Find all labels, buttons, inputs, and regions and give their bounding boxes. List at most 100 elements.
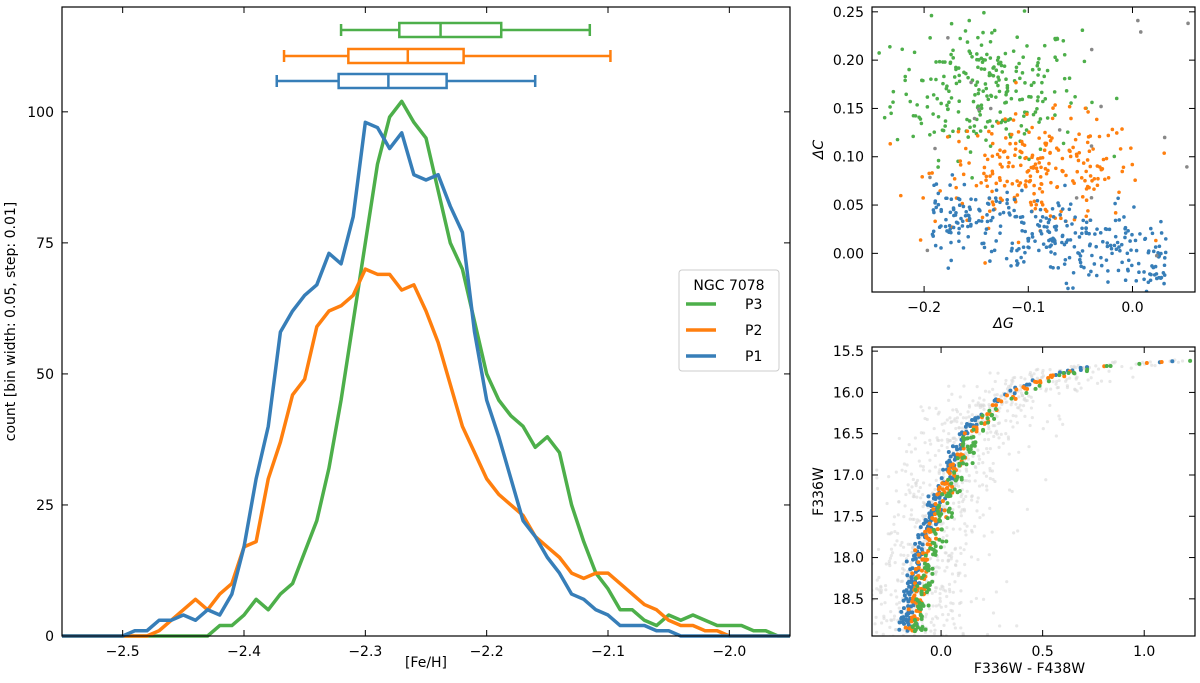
chromosome-map-point-p1: [1092, 262, 1097, 266]
chromosome-map-point-p3: [941, 60, 945, 64]
chromosome-map-point-p1: [1080, 249, 1085, 253]
chromosome-map-point-p3: [951, 129, 955, 134]
cmd-point-p1: [1008, 388, 1013, 393]
chromosome-map-point-p3: [988, 144, 993, 148]
legend: NGC 7078 P3 P2 P1: [678, 269, 780, 372]
cmd-point-field: [984, 484, 989, 488]
chromosome-map-point-p3: [1032, 80, 1036, 85]
cmd-point-field: [1011, 379, 1015, 383]
cmd-point-field: [976, 401, 980, 405]
chromosome-map-point-p3: [1017, 97, 1022, 102]
cmd-point-field: [940, 584, 944, 588]
cmd-point-field: [947, 431, 951, 436]
cmd-point-field: [1018, 403, 1022, 407]
chromosome-map-point-p3: [1014, 69, 1019, 74]
cmd-point-p3: [930, 579, 935, 584]
chromosome-map-point-p2: [1050, 116, 1055, 121]
cmd-point-field: [991, 461, 995, 466]
cmd-point-p2: [930, 516, 935, 521]
boxplot-p1: [275, 72, 537, 90]
cmd-point-field: [1030, 415, 1034, 420]
cmd-point-field: [912, 495, 916, 499]
cmd-point-field: [954, 563, 958, 568]
cmd-point-field: [1014, 414, 1018, 418]
cmd-point-p3: [1057, 373, 1062, 378]
cmd-point-field: [959, 600, 963, 605]
cmd-point-field: [945, 525, 949, 530]
chromosome-map-point-p1: [966, 213, 970, 218]
cmd-point-field: [883, 584, 888, 588]
chromosome-map-point-p2: [1110, 127, 1115, 132]
cmd-point-field: [1011, 425, 1015, 429]
cmd-point-p3: [970, 461, 975, 466]
cmd-point-field: [1029, 395, 1033, 399]
chromosome-map-point-p3: [1053, 36, 1057, 41]
cmd-point-p3: [930, 540, 935, 545]
cmd-point-p2: [909, 619, 914, 624]
chromosome-map-point-p2: [1043, 130, 1047, 135]
chromosome-map-point-p2: [996, 121, 1001, 125]
chromosome-map-point-p2: [1087, 149, 1092, 154]
cmd-point-field: [953, 546, 958, 550]
cmd-point-field: [959, 551, 963, 556]
chromosome-map-point-p2: [1087, 185, 1091, 190]
chromosome-map-point-p2: [930, 171, 934, 175]
chromosome-map-point-p3: [1035, 98, 1040, 103]
chromosome-map-point-p1: [1009, 264, 1013, 268]
chromosome-map-point-p2: [1038, 175, 1043, 179]
cmd-point-p2: [934, 536, 939, 541]
cmd-point-field: [952, 419, 956, 423]
chromosome-map-point-p1: [1105, 244, 1110, 249]
cmd-point-field: [929, 629, 933, 633]
cmd-point-field: [950, 392, 954, 396]
chromosome-map-point-p3: [983, 58, 987, 62]
chromosome-map-point-p1: [1062, 262, 1067, 266]
chromosome-map-point-p2: [983, 153, 987, 158]
chromosome-map-point-other: [1138, 30, 1143, 34]
chromosome-map-point-p2: [965, 129, 970, 134]
cmd-point-field: [932, 623, 936, 627]
chromosome-map-point-p2: [933, 219, 937, 224]
chromosome-map-point-p1: [1162, 263, 1167, 268]
chromosome-map-point-p2: [998, 148, 1002, 152]
chromosome-map-point-p2: [1023, 183, 1028, 187]
cmd-point-field: [980, 483, 985, 487]
chromosome-map-point-p1: [1162, 273, 1167, 277]
cmd-point-p3: [918, 612, 923, 617]
chromosome-map-point-p3: [1035, 63, 1040, 68]
chromosome-map-point-p2: [1090, 178, 1094, 183]
cmd-point-field: [1019, 391, 1024, 395]
chromosome-map-point-p1: [948, 210, 953, 215]
chromosome-map-point-p3: [968, 150, 973, 154]
chromosome-map-point-p1: [1023, 229, 1028, 234]
chromosome-map-point-p1: [1049, 250, 1053, 254]
chromosome-map-point-p2: [1048, 138, 1053, 143]
cmd-point-field: [927, 607, 931, 611]
cmd-point-p1: [913, 541, 918, 546]
chromosome-map-point-p1: [964, 209, 969, 214]
cmd-point-field: [923, 416, 927, 421]
chromosome-map-point-p3: [882, 115, 887, 120]
cmd-point-field: [934, 604, 938, 608]
chromosome-map-point-p2: [1120, 169, 1125, 174]
cmd-point-field: [988, 506, 992, 510]
cmd-point-field: [926, 451, 930, 455]
cmd-point-p1: [902, 593, 907, 598]
chromosome-map-point-p3: [1036, 95, 1040, 99]
cmd-point-field: [875, 630, 879, 634]
cmd-point-field: [942, 429, 946, 433]
chromosome-map-point-p1: [1072, 244, 1077, 249]
chromosome-map-point-p3: [919, 121, 924, 126]
chromosome-map-point-p1: [939, 246, 943, 250]
chromosome-map-point-p3: [907, 67, 911, 72]
cmd-point-field: [982, 471, 986, 475]
cmd-point-field: [922, 514, 927, 519]
chromosome-map-point-p1: [1088, 242, 1092, 246]
chromosome-map-point-p2: [1117, 190, 1121, 195]
chromosome-map-point-p2: [1121, 165, 1126, 170]
cmd-point-p3: [946, 509, 951, 514]
chromosome-map-ticks: −0.2 −0.1 0.0 0.00 0.05 0.10 0.15 0.20 0.25: [833, 5, 1195, 316]
legend-label-p1: P1: [745, 349, 762, 365]
chromosome-map-point-p1: [1080, 226, 1084, 231]
